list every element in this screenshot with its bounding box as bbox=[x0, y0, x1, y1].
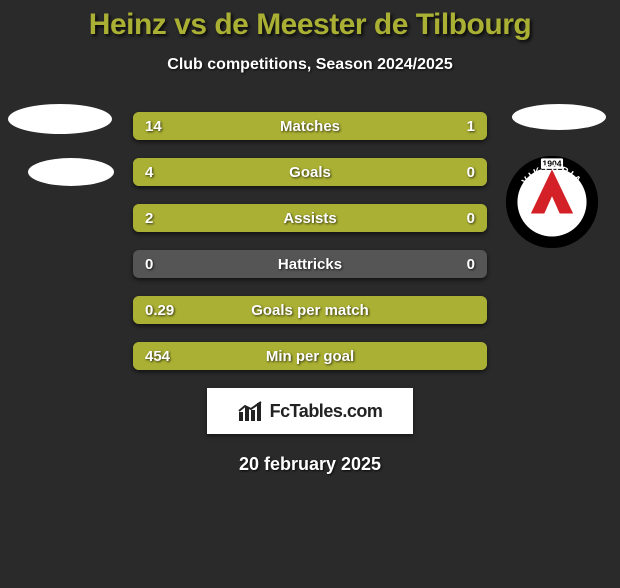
subtitle: Club competitions, Season 2024/2025 bbox=[0, 56, 620, 74]
page-title: Heinz vs de Meester de Tilbourg bbox=[0, 8, 620, 42]
stat-row: 20Assists bbox=[133, 204, 487, 232]
brand-text: FcTables.com bbox=[270, 401, 383, 422]
stat-row: 40Goals bbox=[133, 158, 487, 186]
stat-label: Assists bbox=[133, 204, 487, 232]
stat-label: Hattricks bbox=[133, 250, 487, 278]
player-left-shape-1 bbox=[8, 104, 112, 134]
stat-row: 141Matches bbox=[133, 112, 487, 140]
date: 20 february 2025 bbox=[0, 454, 620, 475]
player-left-shape-2 bbox=[28, 158, 114, 186]
stat-row: 0.29Goals per match bbox=[133, 296, 487, 324]
player-right-shape-1 bbox=[512, 104, 606, 130]
bar-chart-icon bbox=[238, 400, 264, 422]
club-badge: 1904 VIKTORIA KÖLN bbox=[504, 154, 600, 250]
stat-row: 454Min per goal bbox=[133, 342, 487, 370]
stat-label: Goals per match bbox=[133, 296, 487, 324]
stats-area: 1904 VIKTORIA KÖLN 141Matches 40Goals 20As… bbox=[0, 112, 620, 370]
stat-label: Min per goal bbox=[133, 342, 487, 370]
brand-box: FcTables.com bbox=[207, 388, 413, 434]
stat-label: Matches bbox=[133, 112, 487, 140]
stat-row: 00Hattricks bbox=[133, 250, 487, 278]
stat-label: Goals bbox=[133, 158, 487, 186]
club-badge-svg: 1904 VIKTORIA KÖLN bbox=[504, 154, 600, 250]
